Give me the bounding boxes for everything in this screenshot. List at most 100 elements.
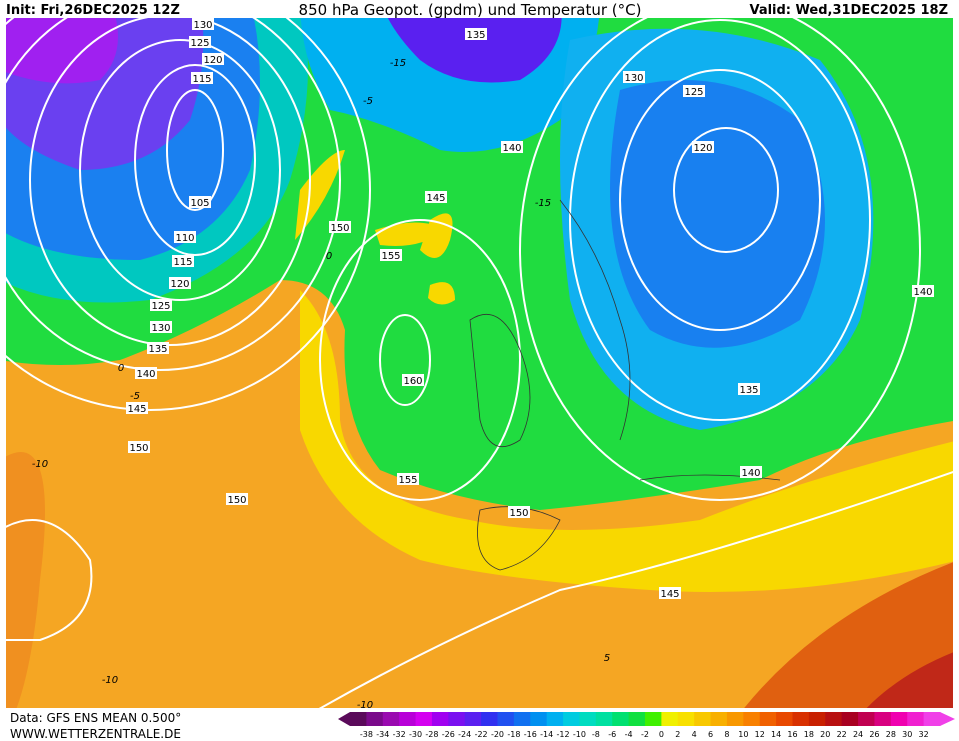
contour-label-box bbox=[329, 221, 351, 233]
website: WWW.WETTERZENTRALE.DE bbox=[10, 727, 181, 741]
colorbar-label: 4 bbox=[692, 730, 697, 739]
colorbar-label: 8 bbox=[724, 730, 729, 739]
colorbar-label: -32 bbox=[393, 730, 406, 739]
colorbar-cell bbox=[399, 712, 417, 726]
contour-label-box bbox=[397, 473, 419, 485]
contour-label: 155 bbox=[381, 251, 400, 262]
valid-time: Valid: Wed,31DEC2025 18Z bbox=[749, 3, 948, 18]
colorbar-cell bbox=[661, 712, 679, 726]
colorbar-label: -38 bbox=[360, 730, 373, 739]
colorbar-label: 26 bbox=[869, 730, 879, 739]
colorbar-label: 0 bbox=[659, 730, 664, 739]
colorbar-cell bbox=[726, 712, 744, 726]
contour-label-box bbox=[147, 342, 169, 354]
map-title: 850 hPa Geopot. (gpdm) und Temperatur (°… bbox=[299, 1, 642, 19]
contour-label: 155 bbox=[398, 475, 417, 486]
contour-label: 150 bbox=[330, 223, 349, 234]
colorbar-label: -26 bbox=[442, 730, 455, 739]
temperature-label: -5 bbox=[130, 391, 140, 402]
colorbar-label: 28 bbox=[886, 730, 896, 739]
contour-label-box bbox=[425, 191, 447, 203]
colorbar-cell bbox=[825, 712, 843, 726]
temperature-label: -10 bbox=[357, 700, 373, 711]
contour-label-box bbox=[465, 28, 487, 40]
colorbar-label: -16 bbox=[524, 730, 537, 739]
colorbar-cell bbox=[415, 712, 433, 726]
contour-label: 120 bbox=[203, 55, 222, 66]
colorbar-arrow-left bbox=[338, 712, 350, 726]
init-time: Init: Fri,26DEC2025 12Z bbox=[6, 3, 180, 18]
contour-label: 150 bbox=[129, 443, 148, 454]
colorbar-label: -12 bbox=[557, 730, 570, 739]
colorbar-cell bbox=[431, 712, 449, 726]
colorbar-cell bbox=[513, 712, 531, 726]
colorbar-label: -14 bbox=[540, 730, 553, 739]
colorbar: -38 -34 -32 -30 -28 -26 -24 -22 -20 -18 -16 -14 -12-… bbox=[338, 712, 955, 739]
contour-label: 150 bbox=[509, 508, 528, 519]
colorbar-label: 32 bbox=[919, 730, 929, 739]
colorbar-label: 20 bbox=[820, 730, 830, 739]
contour-label-box bbox=[150, 321, 172, 333]
contour-label: 125 bbox=[190, 38, 209, 49]
colorbar-cell bbox=[497, 712, 515, 726]
temperature-label: -15 bbox=[535, 198, 551, 209]
colorbar-label: -24 bbox=[458, 730, 471, 739]
colorbar-label: 10 bbox=[738, 730, 748, 739]
colorbar-label: -34 bbox=[376, 730, 389, 739]
colorbar-arrow-right bbox=[940, 712, 955, 726]
temperature-label: -10 bbox=[32, 459, 48, 470]
colorbar-cell bbox=[628, 712, 646, 726]
contour-label-box bbox=[738, 383, 760, 395]
contour-label: 130 bbox=[151, 323, 170, 334]
colorbar-label: -22 bbox=[475, 730, 488, 739]
contour-label-box bbox=[501, 141, 523, 153]
contour-label-box bbox=[174, 231, 196, 243]
contour-label: 145 bbox=[660, 589, 679, 600]
colorbar-label: -8 bbox=[592, 730, 600, 739]
colorbar-cell bbox=[464, 712, 482, 726]
colorbar-cell bbox=[382, 712, 400, 726]
contour-label: 140 bbox=[741, 468, 760, 479]
contour-label: 140 bbox=[913, 287, 932, 298]
colorbar-label: -6 bbox=[608, 730, 616, 739]
contour-label-box bbox=[740, 466, 762, 478]
colorbar-label: 6 bbox=[708, 730, 713, 739]
colorbar-cell bbox=[645, 712, 662, 726]
colorbar-cell bbox=[595, 712, 613, 726]
contour-label-box bbox=[659, 587, 681, 599]
colorbar-cell bbox=[448, 712, 466, 726]
colorbar-label: 22 bbox=[837, 730, 847, 739]
contour-label: 125 bbox=[151, 301, 170, 312]
contour-label-box bbox=[191, 72, 213, 84]
contour-label-box bbox=[189, 196, 211, 208]
contour-label: 120 bbox=[693, 143, 712, 154]
contour-label-box bbox=[402, 374, 424, 386]
temperature-label: -15 bbox=[390, 58, 406, 69]
colorbar-cell bbox=[350, 712, 367, 726]
contour-label: 160 bbox=[403, 376, 422, 387]
colorbar-cell bbox=[677, 712, 695, 726]
colorbar-label: -4 bbox=[625, 730, 633, 739]
contour-label: 135 bbox=[148, 344, 167, 355]
contour-label: 145 bbox=[127, 404, 146, 415]
colorbar-cell bbox=[841, 712, 859, 726]
colorbar-label: -20 bbox=[491, 730, 504, 739]
colorbar-cell bbox=[694, 712, 712, 726]
colorbar-label: 12 bbox=[755, 730, 765, 739]
contour-label-box bbox=[202, 53, 224, 65]
contour-label-box bbox=[135, 367, 157, 379]
colorbar-label: -10 bbox=[573, 730, 586, 739]
contour-label-box bbox=[169, 277, 191, 289]
colorbar-label: -28 bbox=[425, 730, 438, 739]
colorbar-cell bbox=[612, 712, 630, 726]
contour-label: 130 bbox=[193, 20, 212, 31]
colorbar-label: -2 bbox=[641, 730, 649, 739]
colorbar-cell bbox=[710, 712, 728, 726]
colorbar-cell bbox=[858, 712, 875, 726]
contour-label-box bbox=[192, 18, 214, 30]
contour-label: 135 bbox=[466, 30, 485, 41]
contour-label: 110 bbox=[175, 233, 194, 244]
contour-label: 150 bbox=[227, 495, 246, 506]
data-source: Data: GFS ENS MEAN 0.500° bbox=[10, 711, 181, 725]
